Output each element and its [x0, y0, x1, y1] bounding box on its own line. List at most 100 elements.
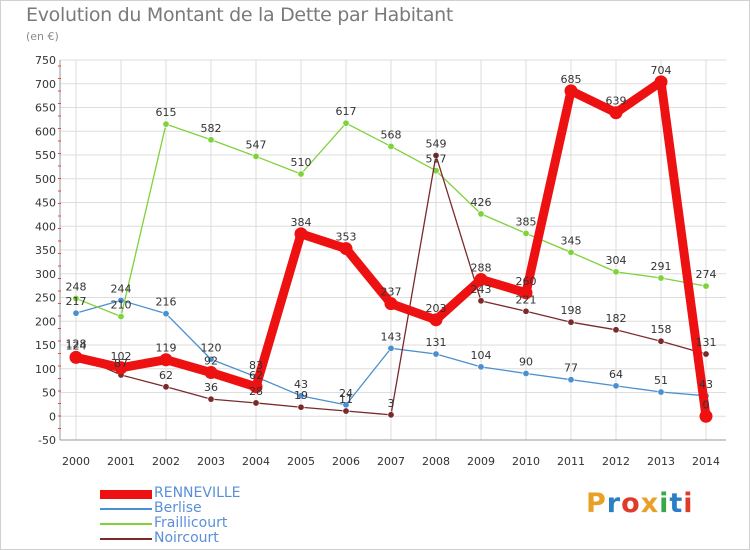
- x-tick-label: 2001: [107, 455, 135, 468]
- unit-label: (en €): [26, 30, 59, 43]
- data-label-fraillicourt: 510: [291, 156, 312, 169]
- data-label-berlise: 217: [66, 295, 87, 308]
- data-point-renneville: [654, 75, 668, 89]
- y-tick-label: 50: [42, 387, 56, 400]
- data-point-berlise: [72, 309, 80, 317]
- y-tick-label: 100: [35, 363, 56, 376]
- data-point-renneville: [204, 366, 218, 380]
- data-label-noircourt: 221: [516, 293, 537, 306]
- y-tick-label: 250: [35, 292, 56, 305]
- data-point-noircourt: [342, 407, 350, 415]
- chart-title: Evolution du Montant de la Dette par Hab…: [26, 4, 454, 26]
- legend-label-noircourt: Noircourt: [154, 530, 219, 546]
- data-label-berlise: 143: [381, 330, 402, 343]
- data-label-noircourt: 19: [294, 389, 308, 402]
- data-label-fraillicourt: 291: [651, 260, 672, 273]
- legend-swatch-fraillicourt: [100, 523, 152, 525]
- data-label-renneville: 260: [516, 275, 537, 288]
- data-label-noircourt: 158: [651, 323, 672, 336]
- data-label-fraillicourt: 568: [381, 128, 402, 141]
- data-point-noircourt: [297, 403, 305, 411]
- data-point-renneville: [609, 106, 623, 120]
- data-label-renneville: 0: [703, 398, 710, 411]
- x-tick-label: 2002: [152, 455, 180, 468]
- y-tick-label: 450: [35, 197, 56, 210]
- x-tick-label: 2011: [557, 455, 585, 468]
- data-point-fraillicourt: [72, 294, 80, 302]
- data-label-fraillicourt: 345: [561, 234, 582, 247]
- data-point-berlise: [162, 310, 170, 318]
- data-point-renneville: [429, 313, 443, 327]
- data-label-renneville: 62: [249, 369, 263, 382]
- data-point-renneville: [384, 297, 398, 311]
- data-point-berlise: [297, 392, 305, 400]
- x-tick-label: 2004: [242, 455, 270, 468]
- legend-label-berlise: Berlise: [154, 500, 202, 516]
- y-tick-label: 200: [35, 315, 56, 328]
- data-label-renneville: 288: [471, 261, 492, 274]
- data-label-noircourt: 87: [114, 357, 128, 370]
- data-label-renneville: 384: [291, 216, 312, 229]
- data-point-fraillicourt: [702, 282, 710, 290]
- data-label-berlise: 83: [249, 359, 263, 372]
- data-label-noircourt: 28: [249, 385, 263, 398]
- data-point-fraillicourt: [522, 229, 530, 237]
- data-label-fraillicourt: 617: [336, 105, 357, 118]
- data-point-renneville: [564, 84, 578, 98]
- data-point-berlise: [207, 355, 215, 363]
- y-tick-label: 650: [35, 102, 56, 115]
- data-label-renneville: 704: [651, 64, 672, 77]
- data-label-renneville: 639: [606, 95, 627, 108]
- data-point-renneville: [699, 409, 713, 423]
- data-label-noircourt: 549: [426, 137, 447, 150]
- data-point-noircourt: [207, 395, 215, 403]
- data-point-renneville: [294, 227, 308, 241]
- data-label-renneville: 353: [336, 231, 357, 244]
- data-label-fraillicourt: 248: [66, 280, 87, 293]
- data-point-fraillicourt: [252, 152, 260, 160]
- x-tick-label: 2000: [62, 455, 90, 468]
- data-label-noircourt: 243: [471, 283, 492, 296]
- logo-letter: r: [606, 488, 622, 519]
- x-tick-label: 2007: [377, 455, 405, 468]
- data-point-fraillicourt: [567, 248, 575, 256]
- data-point-noircourt: [612, 326, 620, 334]
- data-point-renneville: [114, 361, 128, 375]
- y-tick-label: 300: [35, 268, 56, 281]
- data-label-fraillicourt: 615: [156, 106, 177, 119]
- data-point-fraillicourt: [297, 170, 305, 178]
- data-label-fraillicourt: 547: [246, 138, 267, 151]
- data-point-fraillicourt: [387, 142, 395, 150]
- data-label-berlise: 90: [519, 356, 533, 369]
- data-label-berlise: 244: [111, 282, 132, 295]
- x-tick-label: 2012: [602, 455, 630, 468]
- data-label-berlise: 43: [294, 378, 308, 391]
- data-label-berlise: 51: [654, 374, 668, 387]
- x-tick-label: 2006: [332, 455, 360, 468]
- y-tick-label: 150: [35, 339, 56, 352]
- data-label-noircourt: 36: [204, 381, 218, 394]
- y-tick-label: -50: [38, 434, 56, 447]
- data-label-renneville: 203: [426, 302, 447, 315]
- legend-swatch-noircourt: [100, 538, 152, 540]
- data-point-renneville: [474, 272, 488, 286]
- logo-letter: i: [659, 488, 670, 519]
- x-tick-label: 2008: [422, 455, 450, 468]
- data-label-noircourt: 198: [561, 304, 582, 317]
- data-label-berlise: 131: [426, 336, 447, 349]
- logo-letter: i: [683, 488, 694, 519]
- data-label-berlise: 64: [609, 368, 623, 381]
- data-label-renneville: 119: [156, 342, 177, 355]
- data-point-noircourt: [252, 399, 260, 407]
- legend-label-fraillicourt: Fraillicourt: [154, 515, 228, 531]
- legend-swatch-berlise: [100, 508, 152, 510]
- data-point-noircourt: [657, 337, 665, 345]
- data-point-noircourt: [432, 151, 440, 159]
- logo-letter: x: [640, 488, 660, 519]
- data-point-noircourt: [567, 318, 575, 326]
- data-point-noircourt: [477, 297, 485, 305]
- data-label-noircourt: 128: [66, 337, 87, 350]
- data-label-berlise: 24: [339, 387, 353, 400]
- y-tick-label: 700: [35, 78, 56, 91]
